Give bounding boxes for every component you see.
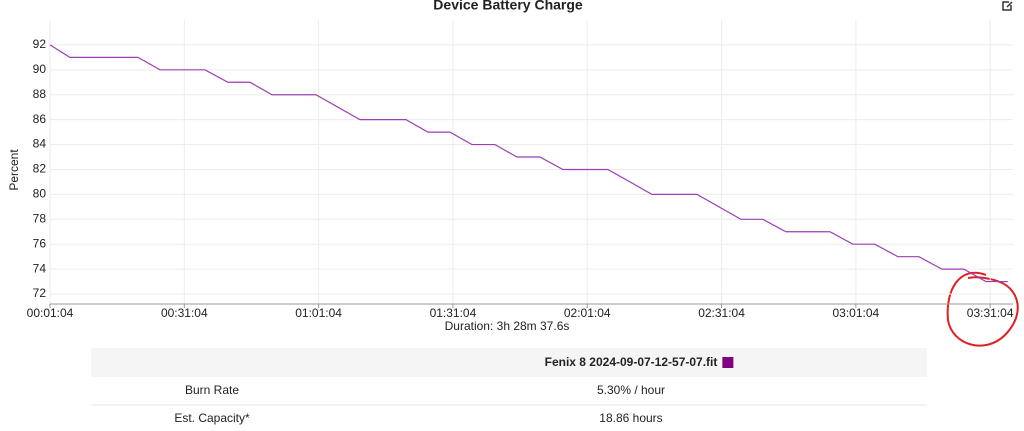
y-tick-label: 80: [33, 187, 47, 201]
table-cell: 5.30% / hour: [597, 383, 665, 397]
table-cell: 18.86 hours: [599, 411, 662, 425]
y-tick-label: 78: [33, 211, 47, 225]
table-cell: Burn Rate: [185, 383, 239, 397]
y-tick-label: 86: [33, 112, 47, 126]
y-tick-label: 90: [33, 62, 47, 76]
chart-title: Device Battery Charge: [433, 0, 583, 13]
x-tick-label: 03:31:04: [967, 306, 1014, 320]
x-tick-label: 01:01:04: [295, 306, 342, 320]
x-axis-label: Duration: 3h 28m 37.6s: [445, 319, 570, 333]
y-axis-label: Percent: [7, 149, 21, 191]
y-tick-label: 74: [33, 261, 47, 275]
y-tick-label: 72: [33, 286, 47, 300]
y-tick-label: 88: [33, 87, 47, 101]
y-tick-label: 76: [33, 236, 47, 250]
y-tick-label: 84: [33, 137, 47, 151]
x-tick-label: 01:31:04: [430, 306, 477, 320]
edit-icon[interactable]: [1002, 1, 1013, 11]
table-cell: Est. Capacity*: [174, 411, 250, 425]
x-tick-label: 02:31:04: [698, 306, 745, 320]
x-tick-label: 00:01:04: [27, 306, 74, 320]
series-line: [49, 44, 1008, 283]
y-tick-label: 92: [33, 37, 47, 51]
x-tick-label: 02:01:04: [564, 306, 611, 320]
series-name: Fenix 8 2024-09-07-12-57-07.fit: [545, 355, 718, 369]
y-tick-label: 82: [33, 162, 47, 176]
table-header: [91, 348, 927, 377]
x-tick-label: 00:31:04: [161, 306, 208, 320]
plot-area: 72 74 76 78 80 82 84 86 88 90 92 00:01:04 00:31:04 01…: [27, 20, 1014, 320]
annotation-circle: [946, 271, 1019, 347]
x-tick-label: 03:01:04: [832, 306, 879, 320]
legend-swatch: [722, 357, 734, 368]
